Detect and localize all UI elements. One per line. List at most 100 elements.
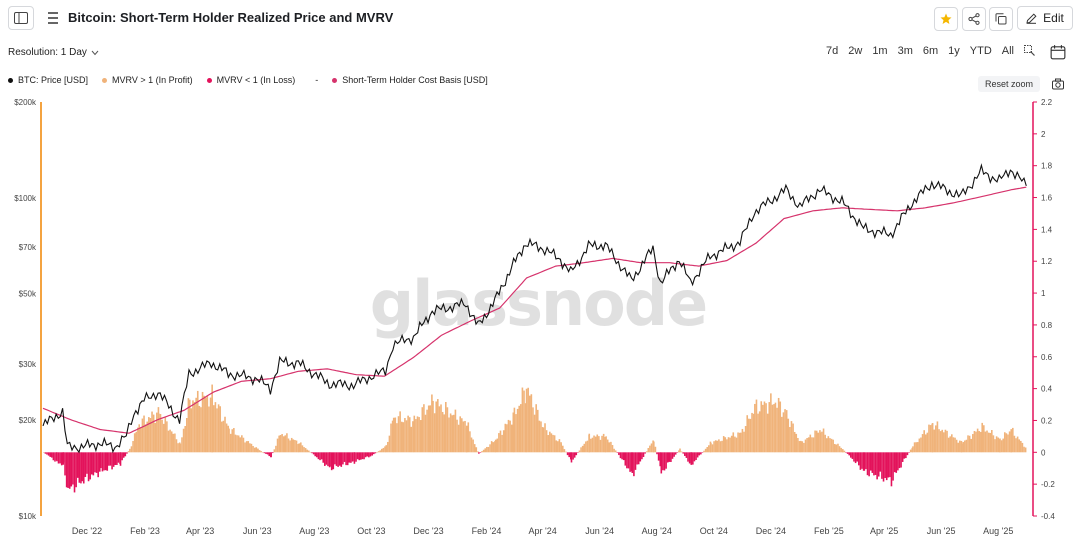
mvrv-bar bbox=[437, 399, 439, 453]
mvrv-bar bbox=[634, 452, 637, 470]
mvrv-bar bbox=[903, 452, 906, 459]
mvrv-bar bbox=[258, 450, 261, 453]
mvrv-bar bbox=[152, 414, 155, 453]
mvrv-bar bbox=[845, 452, 847, 453]
mvrv-bar bbox=[827, 436, 830, 453]
legend-item[interactable]: BTC: Price [USD] bbox=[8, 75, 88, 85]
range-ytd[interactable]: YTD bbox=[969, 45, 992, 57]
mvrv-bar bbox=[523, 390, 525, 453]
mvrv-bar bbox=[278, 435, 280, 453]
mvrv-bar bbox=[81, 452, 83, 482]
mvrv-bar bbox=[959, 440, 961, 453]
mvrv-bar bbox=[322, 452, 325, 463]
mvrv-bar bbox=[360, 452, 362, 460]
legend-label: - bbox=[315, 75, 319, 85]
mvrv-bar bbox=[459, 416, 462, 453]
mvrv-bar bbox=[271, 452, 274, 454]
mvrv-bar bbox=[1010, 429, 1013, 453]
mvrv-bar bbox=[591, 437, 594, 453]
range-3m[interactable]: 3m bbox=[897, 45, 913, 57]
mvrv-bar bbox=[992, 435, 995, 453]
mvrv-bar bbox=[52, 452, 55, 461]
mvrv-bar bbox=[892, 452, 894, 481]
camera-icon[interactable] bbox=[1052, 78, 1064, 90]
range-all[interactable]: All bbox=[1001, 45, 1015, 57]
x-tick-label: Oct '24 bbox=[700, 526, 728, 536]
mvrv-bar bbox=[268, 452, 271, 457]
mvrv-bar bbox=[770, 393, 772, 453]
mvrv-bar bbox=[621, 452, 623, 460]
mvrv-bar bbox=[477, 451, 479, 453]
range-2w[interactable]: 2w bbox=[848, 45, 863, 57]
mvrv-bar bbox=[570, 452, 573, 463]
mvrv-bar bbox=[952, 437, 955, 453]
share-button[interactable] bbox=[962, 7, 986, 31]
mvrv-bar bbox=[639, 452, 642, 462]
mvrv-bar bbox=[890, 452, 893, 487]
mvrv-bar bbox=[793, 431, 796, 453]
mvrv-bar bbox=[1003, 432, 1006, 453]
mvrv-bar bbox=[822, 428, 825, 453]
mvrv-bar bbox=[492, 442, 495, 453]
mvrv-bar bbox=[162, 423, 165, 453]
mvrv-bar bbox=[524, 403, 527, 453]
favorite-button[interactable] bbox=[934, 7, 958, 31]
mvrv-bar bbox=[541, 427, 544, 453]
mvrv-bar bbox=[190, 408, 193, 453]
mvrv-bar bbox=[380, 448, 383, 453]
mvrv-bar bbox=[421, 407, 424, 453]
mvrv-bar bbox=[214, 402, 217, 453]
mvrv-bar bbox=[921, 434, 924, 453]
mvrv-bar bbox=[719, 441, 722, 453]
mvrv-bar bbox=[47, 452, 50, 456]
mvrv-bar bbox=[649, 445, 651, 453]
mvrv-bar bbox=[577, 452, 579, 453]
mvrv-bar bbox=[931, 423, 934, 453]
mvrv-bar bbox=[622, 452, 625, 461]
mvrv-bar bbox=[275, 445, 277, 453]
mvrv-bar bbox=[224, 416, 226, 453]
watermark: glassnode bbox=[370, 267, 706, 340]
mvrv-bar bbox=[295, 440, 298, 453]
mvrv-bar bbox=[397, 416, 400, 453]
mvrv-bar bbox=[106, 452, 109, 471]
legend-item[interactable]: - bbox=[315, 75, 318, 85]
legend-item[interactable]: MVRV > 1 (In Profit) bbox=[102, 75, 193, 85]
range-1m[interactable]: 1m bbox=[872, 45, 888, 57]
mvrv-bar bbox=[87, 452, 90, 482]
mvrv-bar bbox=[175, 439, 178, 453]
sidebar-toggle-button[interactable] bbox=[8, 6, 34, 30]
resolution-select[interactable]: Resolution: 1 Day bbox=[8, 47, 99, 58]
mvrv-bar bbox=[237, 435, 240, 453]
mvrv-bar bbox=[324, 452, 326, 466]
copy-button[interactable] bbox=[989, 7, 1013, 31]
zoom-select-button[interactable] bbox=[1020, 43, 1039, 61]
mvrv-bar bbox=[815, 430, 818, 453]
mvrv-bar bbox=[525, 388, 528, 453]
mvrv-bar bbox=[538, 420, 541, 453]
mvrv-bar bbox=[779, 401, 782, 453]
drag-handle-icon[interactable] bbox=[48, 11, 58, 24]
calendar-icon[interactable] bbox=[1050, 44, 1066, 60]
mvrv-bar bbox=[273, 449, 276, 453]
mvrv-bar bbox=[364, 452, 367, 458]
mvrv-bar bbox=[760, 401, 763, 453]
mvrv-bar bbox=[995, 436, 998, 453]
legend-item[interactable]: MVRV < 1 (In Loss) bbox=[206, 75, 295, 85]
mvrv-bar bbox=[130, 446, 133, 453]
range-6m[interactable]: 6m bbox=[922, 45, 939, 57]
mvrv-bar bbox=[636, 452, 638, 465]
mvrv-bar bbox=[575, 452, 578, 456]
edit-button[interactable]: Edit bbox=[1017, 6, 1073, 30]
legend-item[interactable]: Short-Term Holder Cost Basis [USD] bbox=[332, 75, 488, 85]
mvrv-bar bbox=[782, 412, 785, 453]
y-left-tick-label: $50k bbox=[19, 290, 37, 299]
range-7d[interactable]: 7d bbox=[826, 45, 839, 57]
chart-area[interactable]: glassnode $10k $20k $30k $50k $70k $100k $200k… bbox=[0, 95, 1080, 547]
y-right-tick-label: 1.4 bbox=[1041, 225, 1053, 234]
mvrv-bar bbox=[642, 452, 645, 457]
reset-zoom-button[interactable]: Reset zoom bbox=[978, 76, 1040, 92]
range-1y[interactable]: 1y bbox=[948, 45, 960, 57]
mvrv-bar bbox=[236, 435, 238, 453]
y-right-tick-label: 0.2 bbox=[1041, 416, 1053, 425]
